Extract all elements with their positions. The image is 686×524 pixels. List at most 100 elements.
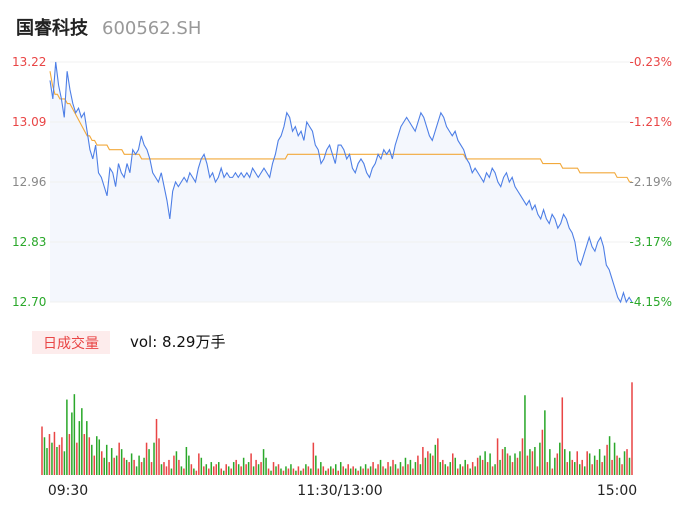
x-tick-label: 15:00: [597, 483, 637, 499]
volume-bar: [354, 468, 357, 475]
volume-bar: [516, 457, 519, 475]
volume-bar: [160, 464, 163, 475]
volume-bar: [302, 468, 305, 475]
right-percent-axis: -0.23% -1.21% -2.19% -3.17% -4.15%: [630, 55, 672, 309]
volume-bar: [155, 418, 158, 475]
volume-bar: [73, 394, 76, 475]
volume-bar: [275, 466, 277, 475]
volume-bar: [531, 451, 534, 475]
volume-bar: [541, 429, 544, 475]
volume-bar: [208, 468, 210, 475]
volume-bar: [521, 438, 524, 475]
volume-bar: [382, 466, 384, 475]
volume-bar: [534, 446, 536, 475]
volume-bar: [511, 462, 514, 475]
volume-bar: [327, 468, 330, 475]
volume-bar: [397, 468, 399, 475]
volume-bar: [123, 457, 125, 475]
volume-bar: [110, 448, 113, 475]
volume-bar: [339, 462, 342, 475]
volume-bar: [628, 457, 631, 475]
volume-bar: [237, 464, 240, 475]
volume-bar: [183, 468, 185, 475]
volume-bar: [292, 468, 295, 475]
volume-bar: [267, 468, 270, 475]
volume-bar: [245, 464, 247, 475]
price-line-layer: [49, 61, 633, 304]
volume-bar: [596, 459, 598, 475]
volume-bar: [148, 449, 150, 475]
volume-bar: [203, 466, 205, 475]
volume-bar: [544, 410, 546, 475]
volume-bar: [260, 462, 262, 475]
volume-bar: [414, 462, 417, 475]
volume-bar: [616, 455, 618, 475]
x-tick-label: 11:30/13:00: [297, 483, 382, 499]
volume-bar: [46, 448, 48, 475]
average-price-line: [49, 71, 632, 183]
volume-bar: [305, 464, 307, 475]
volume-bar: [213, 466, 215, 475]
volume-tab[interactable]: 日成交量: [32, 331, 110, 354]
volume-bar: [569, 451, 571, 475]
volume-bar: [427, 451, 429, 475]
volume-bar: [175, 451, 178, 475]
volume-bar: [554, 457, 556, 475]
volume-bar: [307, 466, 310, 475]
volume-bar: [108, 462, 110, 475]
volume-bar: [442, 459, 444, 475]
volume-bar: [115, 455, 118, 475]
volume-bar: [342, 466, 344, 475]
volume-bar: [91, 444, 93, 475]
volume-bar: [369, 466, 372, 475]
volume-bar: [81, 408, 83, 475]
volume-bar: [185, 446, 188, 475]
volume-bar: [504, 446, 506, 475]
volume-bar: [618, 457, 621, 475]
volume-bar: [257, 464, 260, 475]
grid-layer: [50, 61, 632, 303]
volume-bar: [549, 449, 551, 475]
volume-bar: [432, 455, 434, 475]
volume-value: 8.29万手: [162, 333, 226, 351]
volume-bar: [252, 466, 255, 475]
volume-bar: [215, 464, 218, 475]
volume-bar: [235, 459, 237, 475]
volume-bar: [606, 444, 608, 475]
volume-bar: [287, 468, 290, 475]
volume-bar: [56, 446, 58, 475]
volume-bar: [603, 455, 606, 475]
volume-bar: [180, 466, 183, 475]
y-tick-label-right: -2.19%: [630, 175, 672, 189]
volume-bar: [384, 468, 387, 475]
volume-bar: [138, 455, 140, 475]
volume-bar: [230, 468, 232, 475]
volume-bar: [320, 462, 322, 475]
volume-bar: [621, 464, 623, 475]
volume-bar: [198, 453, 200, 475]
volume-bar: [608, 436, 611, 475]
volume-bar: [105, 444, 108, 475]
volume-bar: [330, 466, 332, 475]
volume-bar: [173, 455, 175, 475]
volume-bar: [128, 462, 130, 475]
average-line-layer: [49, 71, 632, 183]
volume-bar: [601, 462, 603, 475]
volume-bar: [76, 442, 78, 475]
volume-bar: [422, 446, 424, 475]
volume-bar: [476, 457, 479, 475]
volume-bar: [407, 464, 409, 475]
volume-bar: [347, 464, 349, 475]
volume-bar: [591, 464, 593, 475]
volume-bar: [449, 462, 452, 475]
volume-bar: [282, 470, 285, 475]
volume-bar: [217, 462, 220, 475]
volume-bar: [598, 449, 601, 475]
volume-bar: [377, 464, 379, 475]
volume-bar: [404, 457, 407, 475]
y-tick-label-right: -4.15%: [630, 295, 672, 309]
volume-bar: [242, 457, 245, 475]
volume-bar: [481, 459, 484, 475]
volume-bar: [389, 466, 392, 475]
